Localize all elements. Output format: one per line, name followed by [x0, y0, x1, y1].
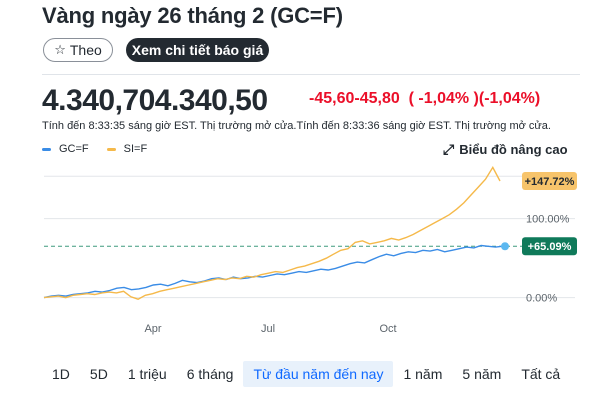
range-6[interactable]: 5 năm — [462, 366, 502, 382]
advanced-chart-label: Biểu đồ nâng cao — [459, 142, 568, 157]
y-tick-label: 100.00% — [526, 214, 570, 226]
series-end-label-gcf: +65.09% — [522, 237, 577, 256]
page-title: Vàng ngày 26 tháng 2 (GC=F) — [42, 3, 343, 28]
range-3[interactable]: 6 tháng — [186, 366, 234, 382]
x-tick-label: Oct — [379, 323, 396, 335]
follow-button[interactable]: ☆ Theo — [43, 38, 113, 62]
legend-swatch-sif — [106, 147, 116, 151]
series-line-sif — [43, 165, 501, 300]
range-5[interactable]: 1 năm — [403, 366, 443, 382]
price-change: -45,60-45,80 ( -1,04% )(-1,04%) — [309, 90, 541, 107]
range-4[interactable]: Từ đầu năm đến nay — [243, 361, 394, 387]
range-7[interactable]: Tất cả — [521, 366, 561, 382]
svg-text:+65.09%: +65.09% — [528, 241, 572, 253]
series-line-gcf — [43, 244, 504, 299]
view-quote-button[interactable]: Xem chi tiết báo giá — [126, 38, 269, 62]
series-end-label-sif: +147.72% — [522, 172, 577, 191]
legend-swatch-gcf — [42, 147, 51, 151]
x-tick-label: Apr — [144, 323, 161, 335]
expand-arrow-icon: ⤢ — [443, 141, 455, 157]
market-time-status: Tính đến 8:33:35 sáng giờ EST. Thị trườn… — [42, 120, 551, 132]
range-0[interactable]: 1D — [52, 366, 70, 382]
legend-item-sif: SI=F — [106, 143, 148, 155]
current-price: 4.340,704.340,50 — [42, 84, 268, 117]
legend-item-gcf: GC=F — [42, 143, 89, 155]
range-1[interactable]: 5D — [89, 366, 108, 382]
legend-label-sif: SI=F — [123, 143, 148, 155]
star-icon: ☆ — [54, 42, 66, 57]
range-selector: 1D 5D 1 triệu 6 tháng Từ đầu năm đến nay 1 nă… — [42, 360, 582, 388]
y-tick-label: 0.00% — [526, 293, 557, 305]
legend-label-gcf: GC=F — [59, 143, 89, 155]
chart-legend: GC=F SI=F — [42, 143, 165, 155]
range-2[interactable]: 1 triệu — [127, 366, 167, 382]
svg-text:+147.72%: +147.72% — [525, 176, 575, 188]
series-end-dot — [501, 242, 509, 251]
x-tick-label: Jul — [261, 323, 275, 335]
advanced-chart-link[interactable]: ⤢ Biểu đồ nâng cao — [443, 141, 568, 158]
follow-label: Theo — [69, 42, 102, 58]
divider — [42, 74, 580, 75]
price-chart[interactable]: 100.00% 0.00% Apr Jul Oct +147.72% +65.09% — [0, 160, 600, 350]
